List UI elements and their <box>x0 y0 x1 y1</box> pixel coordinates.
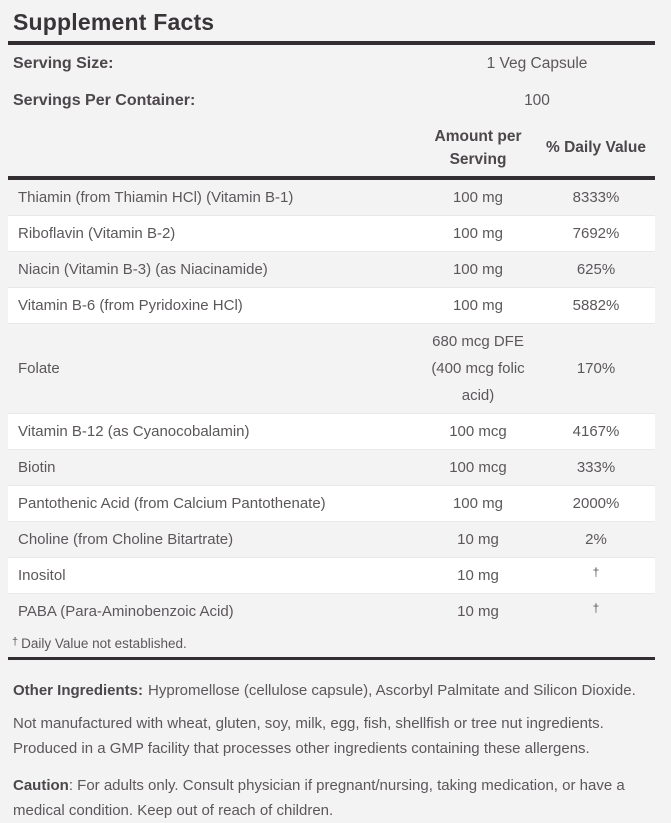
nutrient-amount: 10 mg <box>457 603 499 620</box>
caution-text: : For adults only. Consult physician if … <box>13 777 625 819</box>
nutrient-dv: 7692% <box>572 225 620 242</box>
nutrient-dv: 625% <box>576 261 616 278</box>
divider-thick-top <box>8 41 655 45</box>
caution-label: Caution <box>13 777 69 794</box>
table-row: PABA (Para-Aminobenzoic Acid) 10 mg † <box>8 594 655 629</box>
dagger-symbol: † <box>12 636 19 648</box>
nutrient-name: Biotin <box>18 459 56 476</box>
servings-per-container-row: Servings Per Container: 100 <box>8 82 655 119</box>
nutrient-name: Niacin (Vitamin B-3) (as Niacinamide) <box>18 261 268 278</box>
table-row: Thiamin (from Thiamin HCl) (Vitamin B-1)… <box>8 180 655 216</box>
nutrient-name: Vitamin B-6 (from Pyridoxine HCl) <box>18 297 243 314</box>
nutrient-amount: 100 mg <box>452 261 504 278</box>
other-ingredients-text: Hypromellose (cellulose capsule), Ascorb… <box>148 682 636 699</box>
table-row: Niacin (Vitamin B-3) (as Niacinamide) 10… <box>8 252 655 288</box>
panel-title: Supplement Facts <box>13 9 215 35</box>
column-header-row: Amount per Serving % Daily Value <box>8 119 655 176</box>
other-ingredients-paragraph: Other Ingredients: Hypromellose (cellulos… <box>13 678 649 703</box>
daily-value-footnote: † Daily Value not established. <box>8 629 655 657</box>
nutrient-amount: 100 mg <box>452 297 504 314</box>
footnote-text: Daily Value not established. <box>21 636 187 651</box>
nutrient-amount: 10 mg <box>457 567 499 584</box>
nutrient-dv: 170% <box>576 360 616 377</box>
serving-size-row: Serving Size: 1 Veg Capsule <box>8 45 655 82</box>
table-row: Choline (from Choline Bitartrate) 10 mg … <box>8 522 655 558</box>
daily-value-column-header: % Daily Value <box>546 139 646 156</box>
nutrient-dv: 5882% <box>572 297 620 314</box>
nutrient-name: Choline (from Choline Bitartrate) <box>18 531 234 548</box>
nutrient-amount: 100 mg <box>452 189 504 206</box>
serving-size-value: 1 Veg Capsule <box>486 54 588 72</box>
nutrient-amount: 680 mcg DFE (400 mcg folic acid) <box>431 333 525 404</box>
table-row: Vitamin B-6 (from Pyridoxine HCl) 100 mg… <box>8 288 655 324</box>
nutrient-table: Thiamin (from Thiamin HCl) (Vitamin B-1)… <box>8 180 655 629</box>
table-row: Folate 680 mcg DFE (400 mcg folic acid) … <box>8 324 655 414</box>
table-row: Riboflavin (Vitamin B-2) 100 mg 7692% <box>8 216 655 252</box>
nutrient-name: PABA (Para-Aminobenzoic Acid) <box>18 603 234 620</box>
divider-thick-bottom <box>8 657 655 660</box>
table-row: Biotin 100 mcg 333% <box>8 450 655 486</box>
nutrient-amount: 100 mg <box>452 495 504 512</box>
nutrient-dv: † <box>592 601 600 615</box>
allergen-statement: Not manufactured with wheat, gluten, soy… <box>13 715 604 757</box>
nutrient-dv: 8333% <box>572 189 620 206</box>
nutrient-name: Thiamin (from Thiamin HCl) (Vitamin B-1) <box>18 189 294 206</box>
supplement-notes: Other Ingredients: Hypromellose (cellulos… <box>8 678 655 823</box>
nutrient-dv: 2% <box>585 531 607 548</box>
other-ingredients-label: Other Ingredients: <box>13 682 144 699</box>
nutrient-amount: 100 mg <box>452 225 504 242</box>
nutrient-dv: † <box>592 565 600 579</box>
nutrient-amount: 10 mg <box>457 531 499 548</box>
table-row: Inositol 10 mg † <box>8 558 655 594</box>
nutrient-amount: 100 mcg <box>449 459 507 476</box>
divider-thick-middle <box>8 176 655 180</box>
caution-paragraph: Caution: For adults only. Consult physic… <box>13 773 649 823</box>
table-row: Vitamin B-12 (as Cyanocobalamin) 100 mcg… <box>8 414 655 450</box>
nutrient-dv: 2000% <box>572 495 620 512</box>
nutrient-name: Riboflavin (Vitamin B-2) <box>18 225 176 242</box>
nutrient-name: Inositol <box>18 567 66 584</box>
nutrient-name: Folate <box>18 360 60 377</box>
servings-per-container-value: 100 <box>524 91 550 109</box>
nutrient-dv: 4167% <box>572 423 620 440</box>
nutrient-dv: 333% <box>576 459 616 476</box>
nutrient-amount: 100 mcg <box>449 423 507 440</box>
nutrient-name: Vitamin B-12 (as Cyanocobalamin) <box>18 423 250 440</box>
nutrient-name: Pantothenic Acid (from Calcium Pantothen… <box>18 495 326 512</box>
table-row: Pantothenic Acid (from Calcium Pantothen… <box>8 486 655 522</box>
servings-per-container-label: Servings Per Container: <box>13 91 196 109</box>
serving-size-label: Serving Size: <box>13 54 114 72</box>
amount-column-header: Amount per Serving <box>434 127 522 168</box>
